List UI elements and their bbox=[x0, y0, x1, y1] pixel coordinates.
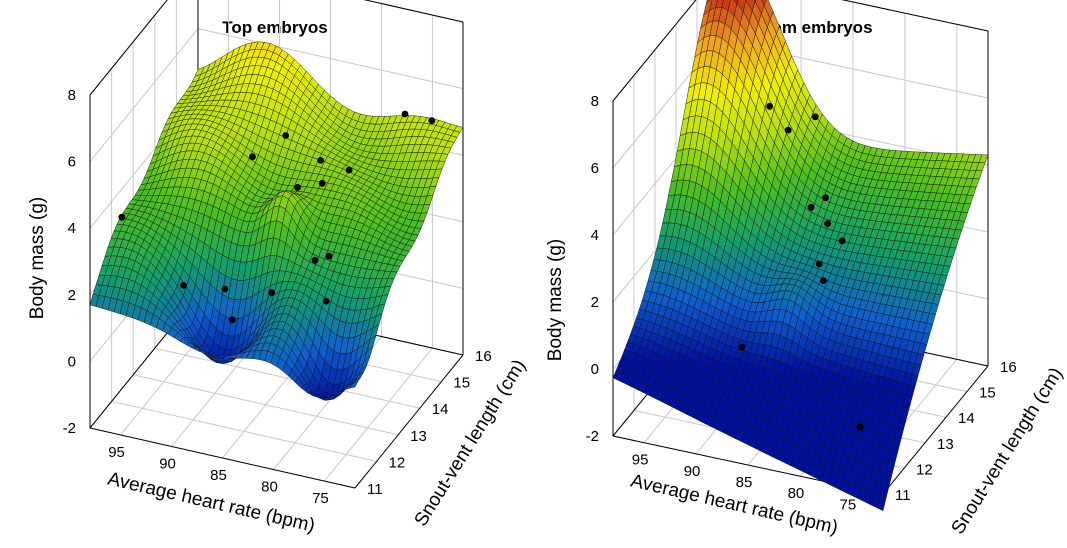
chart-panel-bottom-embryos: Bottom embryos -202468959085807511121314… bbox=[545, 0, 1067, 539]
x-tick-label: 95 bbox=[632, 452, 649, 469]
surface bbox=[612, 0, 989, 512]
z-tick-label: 0 bbox=[591, 361, 599, 378]
x-tick-label: 80 bbox=[261, 479, 278, 496]
data-point bbox=[322, 297, 330, 305]
data-point bbox=[282, 132, 290, 139]
y-axis-label: Snout-vent length (cm) bbox=[948, 364, 1067, 538]
y-tick-label: 12 bbox=[916, 461, 933, 478]
surface-cell bbox=[876, 495, 887, 512]
data-point bbox=[268, 289, 275, 296]
x-tick-label: 95 bbox=[108, 444, 125, 461]
x-tick-label: 85 bbox=[210, 467, 227, 484]
z-tick-label: 8 bbox=[591, 93, 599, 110]
surface-cell bbox=[348, 380, 359, 389]
data-point bbox=[401, 110, 409, 118]
z-axis-label: Body mass (g) bbox=[27, 197, 48, 319]
data-points bbox=[738, 102, 864, 431]
z-tick-label: 6 bbox=[68, 154, 76, 171]
data-point bbox=[311, 256, 319, 264]
y-tick-label: 16 bbox=[1000, 359, 1017, 376]
data-point bbox=[838, 237, 846, 245]
data-point bbox=[766, 102, 773, 110]
surface bbox=[89, 41, 464, 401]
data-point bbox=[229, 316, 236, 323]
data-points bbox=[118, 110, 436, 323]
data-point bbox=[317, 157, 324, 164]
x-axis-label: Average heart rate (bpm) bbox=[629, 471, 840, 539]
z-tick-label: 2 bbox=[591, 294, 599, 311]
x-tick-label: 85 bbox=[736, 474, 753, 491]
y-tick-label: 14 bbox=[432, 401, 449, 418]
y-tick-label: 11 bbox=[895, 487, 911, 504]
x-tick-label: 75 bbox=[840, 496, 857, 513]
y-tick-label: 16 bbox=[475, 348, 492, 365]
z-tick-label: 2 bbox=[68, 287, 76, 304]
z-tick-label: 4 bbox=[68, 220, 76, 237]
z-tick-label: 8 bbox=[68, 87, 76, 104]
y-tick-label: 15 bbox=[453, 375, 470, 392]
z-axis-label: Body mass (g) bbox=[545, 239, 566, 361]
data-point bbox=[294, 184, 301, 191]
data-point bbox=[428, 117, 436, 124]
data-point bbox=[345, 166, 353, 174]
data-point bbox=[784, 126, 792, 134]
data-point bbox=[815, 260, 823, 268]
z-tick-label: 0 bbox=[68, 353, 76, 370]
data-point bbox=[318, 179, 326, 187]
data-point bbox=[824, 220, 831, 228]
data-point bbox=[807, 203, 815, 211]
x-tick-label: 90 bbox=[684, 463, 701, 480]
z-tick-label: -2 bbox=[586, 428, 599, 445]
data-point bbox=[249, 153, 256, 161]
data-point bbox=[822, 194, 829, 202]
data-point bbox=[325, 252, 333, 260]
z-tick-label: -2 bbox=[63, 420, 76, 437]
y-tick-label: 12 bbox=[389, 454, 406, 471]
y-tick-label: 15 bbox=[979, 385, 996, 402]
data-point bbox=[811, 113, 819, 121]
y-axis-label: Snout-vent length (cm) bbox=[411, 356, 531, 530]
data-point bbox=[180, 282, 188, 289]
data-point bbox=[738, 343, 746, 351]
data-point bbox=[856, 423, 864, 431]
z-tick-label: 4 bbox=[591, 227, 599, 244]
data-point bbox=[118, 213, 126, 221]
y-tick-label: 13 bbox=[410, 428, 427, 445]
data-point bbox=[819, 277, 827, 284]
y-tick-label: 11 bbox=[367, 481, 383, 498]
chart-title: Top embryos bbox=[222, 18, 327, 37]
data-point bbox=[221, 285, 229, 293]
z-tick-label: 6 bbox=[591, 160, 599, 177]
x-tick-label: 75 bbox=[312, 490, 329, 507]
y-tick-label: 13 bbox=[937, 436, 954, 453]
y-tick-label: 14 bbox=[958, 410, 975, 427]
x-tick-label: 80 bbox=[788, 485, 805, 502]
x-tick-label: 90 bbox=[159, 455, 176, 472]
